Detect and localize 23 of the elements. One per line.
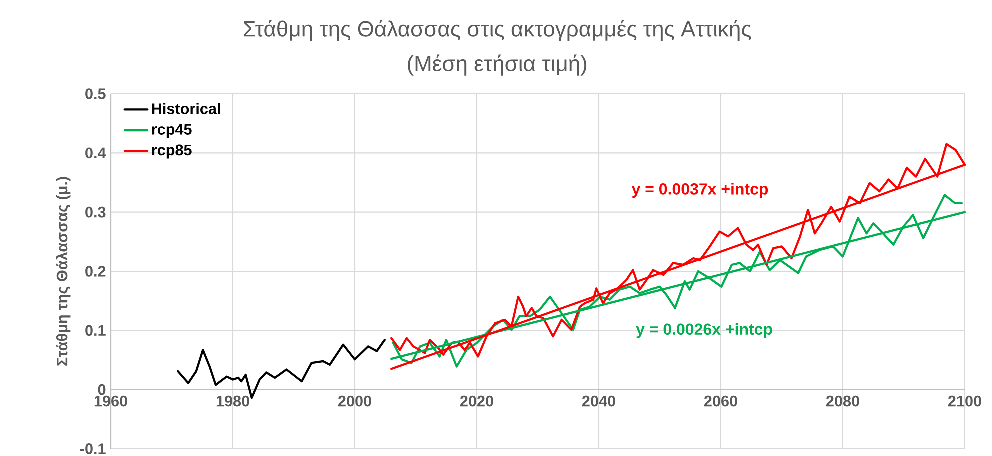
x-tick-label: 2080 [826, 396, 860, 407]
x-tick-label: 2060 [704, 396, 738, 407]
x-tick-label: 2040 [582, 396, 616, 407]
y-tick-label: 0 [98, 384, 106, 396]
legend-label: rcp45 [152, 124, 192, 138]
x-tick-label: 2000 [338, 396, 372, 407]
y-tick-label: 0.2 [86, 266, 106, 277]
y-tick-label: 0.3 [86, 206, 106, 218]
x-tick-label: 2020 [460, 396, 494, 407]
x-tick-label: 1980 [216, 396, 250, 407]
x-tick-label: 2100 [948, 396, 982, 407]
y-tick-label: 0.5 [86, 88, 106, 100]
annotation: y = 0.0026x +intcp [636, 323, 772, 338]
y-tick-label: 0.4 [86, 148, 106, 159]
chart-title: Στάθμη της Θάλασσας στις ακτογραμμές της Αττικής [244, 20, 752, 42]
annotation: y = 0.0037x +intcp [632, 183, 768, 198]
y-tick-label: -0.1 [80, 444, 106, 454]
y-tick-label: 0.1 [86, 325, 106, 336]
legend-label: Historical [152, 103, 220, 114]
chart-subtitle: (Μέση ετήσια τιμή) [408, 54, 587, 76]
x-tick-label: 1960 [94, 396, 128, 407]
y-axis-title: Στάθμη της Θάλασσας (μ.) [56, 177, 71, 366]
legend-label: rcp85 [152, 144, 192, 159]
